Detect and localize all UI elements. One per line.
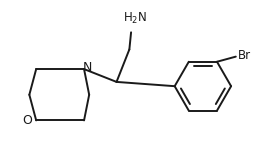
Text: H$_2$N: H$_2$N	[123, 11, 148, 26]
Text: Br: Br	[237, 49, 251, 62]
Text: O: O	[23, 114, 33, 127]
Text: N: N	[83, 61, 92, 74]
